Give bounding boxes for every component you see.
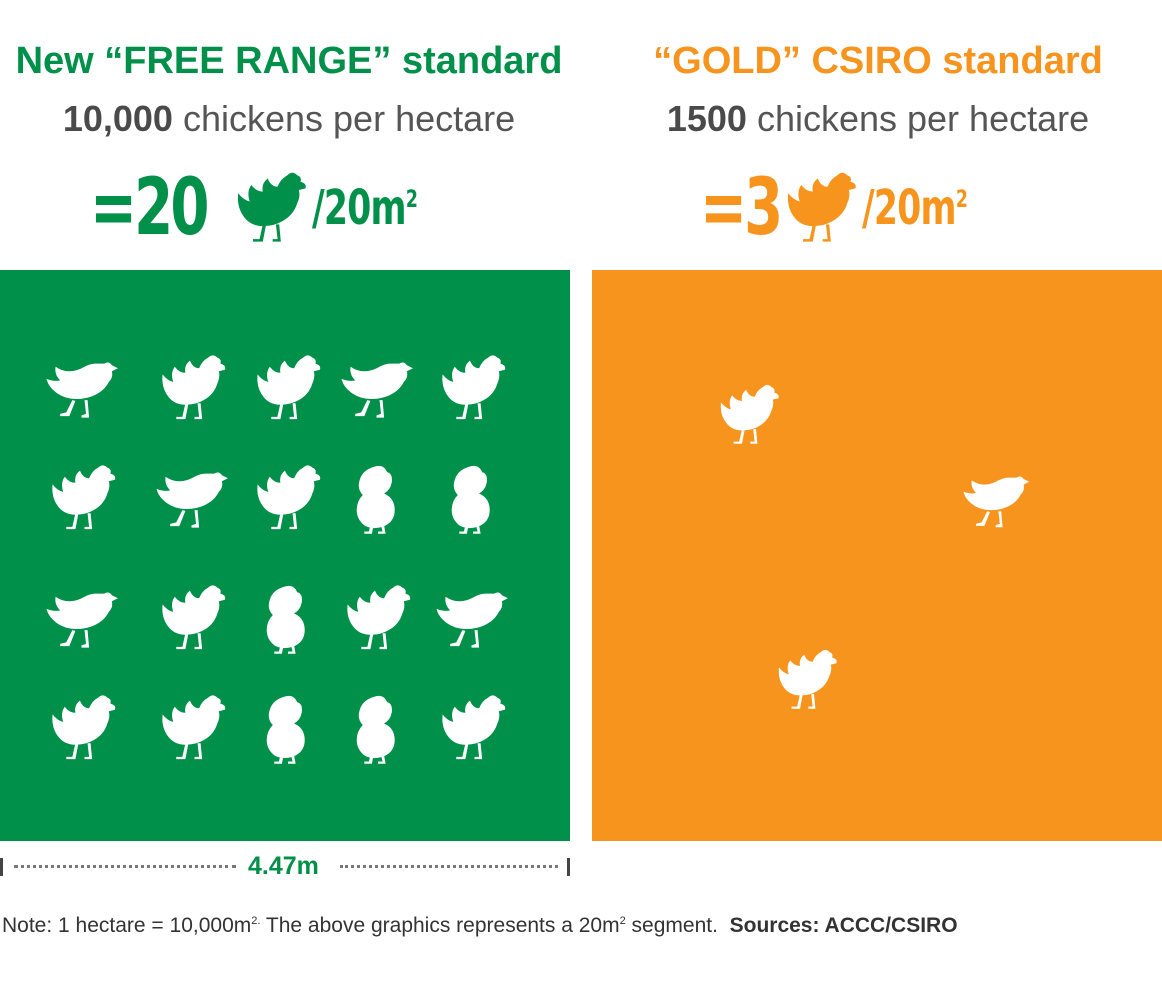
gold-csiro-panel [592, 270, 1162, 841]
hen-icon [162, 585, 226, 650]
free-range-rate-number: =20 [90, 163, 209, 253]
hen-icon [162, 695, 226, 760]
gold-csiro-rate: =3 /20m2 [700, 163, 1008, 253]
scale-bar: 4.47m [0, 852, 572, 882]
gold-csiro-rate-number: =3 [700, 163, 783, 253]
free-range-density-number: 10,000 [62, 98, 173, 139]
scale-right-tick [567, 858, 570, 876]
hen-icon [341, 362, 413, 418]
gold-csiro-rate-unit: /20m2 [862, 180, 968, 236]
hen-icon [451, 465, 490, 534]
hen-icon [347, 585, 411, 650]
hen-icon [442, 695, 506, 760]
gold-csiro-density-number: 1500 [666, 98, 747, 139]
hen-icon [52, 695, 116, 760]
hen-icon [356, 695, 395, 764]
gold-csiro-density-text: chickens per hectare [756, 98, 1090, 139]
scale-label: 4.47m [248, 852, 319, 880]
hen-icon [46, 362, 118, 418]
scale-dots-left [14, 865, 236, 868]
gold-csiro-density: 1500 chickens per hectare [594, 98, 1162, 140]
hen-icon [52, 465, 116, 530]
gold-csiro-title: “GOLD” CSIRO standard [653, 40, 1103, 82]
hen-icon [266, 585, 305, 654]
free-range-density: 10,000 chickens per hectare [0, 98, 578, 140]
note-sup-2: 2 [619, 915, 626, 927]
hen-icon [963, 476, 1030, 528]
note-sources: Sources: ACCC/CSIRO [729, 914, 958, 937]
hen-icon [162, 355, 226, 420]
note-text-2: The above graphics represents a 20m [260, 914, 620, 937]
hen-icon [257, 355, 321, 420]
note-sup-1: 2. [251, 915, 261, 927]
hen-icon [720, 384, 779, 444]
scale-dots-right [340, 865, 558, 868]
hen-icon [787, 172, 856, 242]
hen-icon [436, 592, 508, 648]
hen-icon [257, 465, 321, 530]
free-range-rate: =20 /20m2 [90, 163, 458, 253]
hen-icon [442, 355, 506, 420]
free-range-title: New “FREE RANGE” standard [15, 40, 563, 82]
footnote: Note: 1 hectare = 10,000m2. The above gr… [2, 914, 958, 938]
note-text-1: Note: 1 hectare = 10,000m [2, 914, 252, 937]
hen-icon [778, 649, 837, 709]
hen-icon [266, 695, 305, 764]
hen-icon [356, 465, 395, 534]
free-range-density-text: chickens per hectare [182, 98, 516, 139]
free-range-rate-unit: /20m2 [312, 180, 418, 236]
hen-icon [237, 172, 306, 242]
note-text-3: segment. [625, 914, 718, 937]
scale-left-tick [0, 858, 3, 876]
free-range-panel [0, 270, 570, 841]
hen-icon [46, 592, 118, 648]
hen-icon [156, 472, 228, 528]
